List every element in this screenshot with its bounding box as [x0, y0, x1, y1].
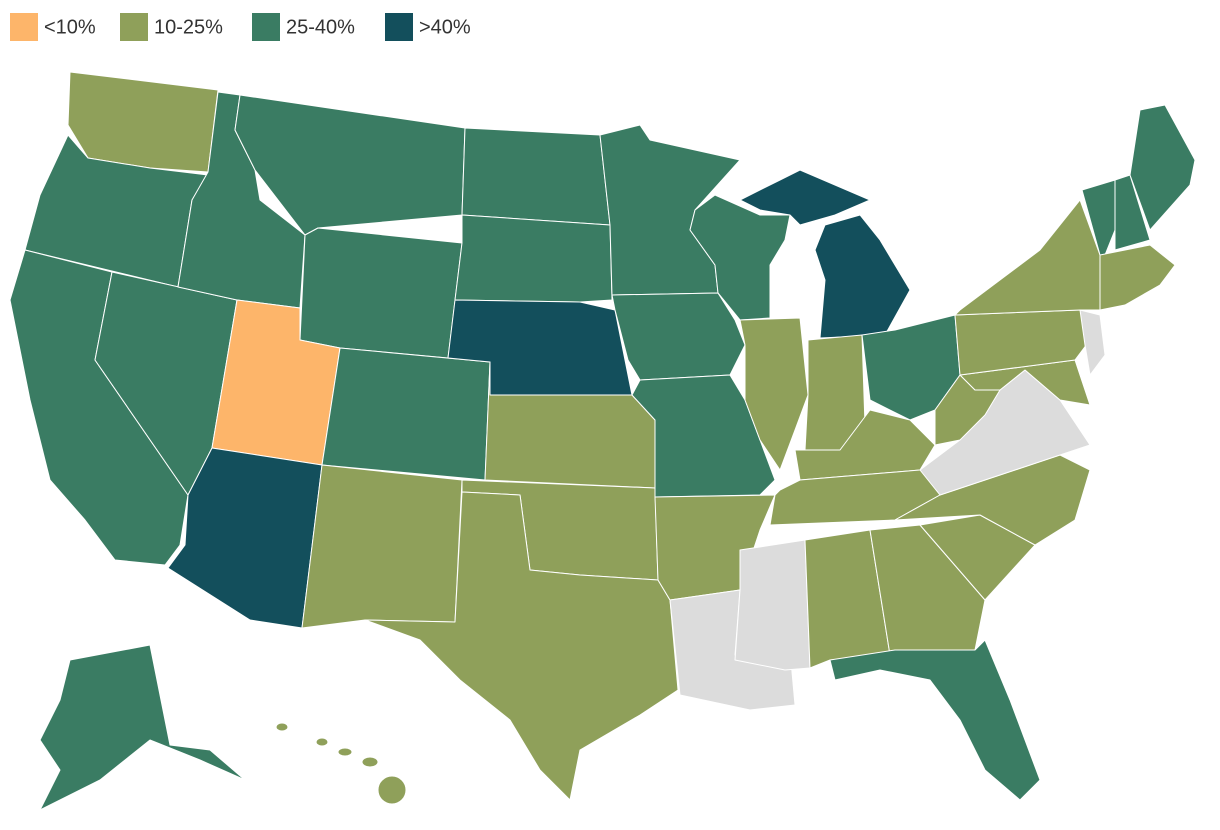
state — [299, 227, 463, 359]
state — [454, 214, 613, 303]
state — [689, 194, 791, 321]
state — [829, 639, 1041, 801]
state — [461, 127, 611, 226]
legend-swatch — [385, 13, 413, 41]
legend-label: 10-25% — [154, 16, 223, 38]
state — [364, 491, 679, 801]
legend-label: 25-40% — [286, 16, 355, 38]
state — [1081, 179, 1116, 256]
state — [739, 169, 871, 226]
state — [67, 71, 219, 173]
state — [611, 292, 746, 381]
state — [1079, 309, 1106, 376]
legend-swatch — [10, 13, 38, 41]
state — [275, 722, 407, 805]
legend-label: >40% — [419, 16, 471, 38]
legend-swatch — [252, 13, 280, 41]
state — [301, 464, 463, 629]
state — [39, 644, 246, 811]
state — [739, 317, 809, 471]
state — [814, 214, 911, 339]
state — [321, 347, 491, 481]
state — [954, 199, 1101, 316]
legend-swatch — [120, 13, 148, 41]
legend: <10% 10-25% 25-40% >40% — [10, 13, 471, 41]
states — [9, 71, 1196, 811]
state — [1114, 174, 1151, 251]
state — [631, 374, 776, 498]
state — [734, 539, 811, 671]
state — [1129, 104, 1196, 231]
legend-label: <10% — [44, 16, 96, 38]
state — [1099, 244, 1176, 311]
